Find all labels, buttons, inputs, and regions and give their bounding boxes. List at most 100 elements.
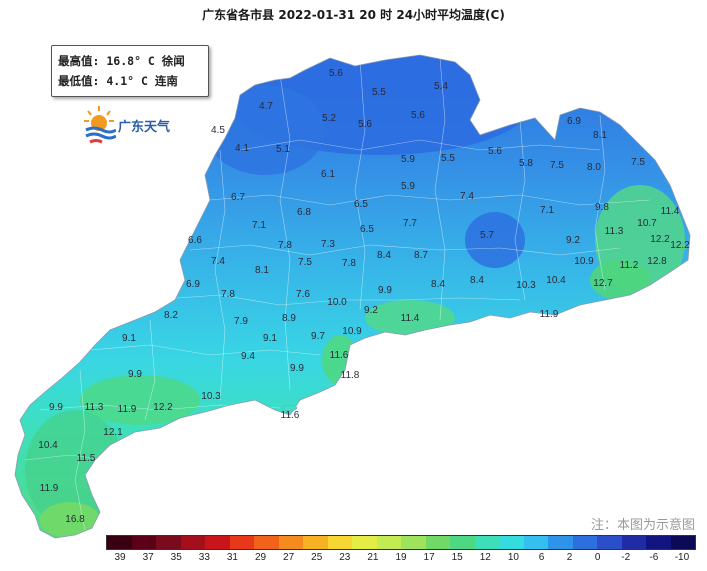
legend-swatch [474, 536, 499, 549]
legend-ticks: 39 37 35 33 31 29 27 25 23 21 19 17 15 12 10 6 2 0 -2 -6 -10 [106, 550, 696, 564]
legend-tick-label: 15 [451, 552, 463, 563]
legend-swatch [278, 536, 303, 549]
station-temperature-label: 9.9 [49, 402, 63, 413]
min-place: 连南 [154, 74, 178, 88]
legend-tick-label: 10 [507, 552, 519, 563]
station-temperature-label: 9.8 [595, 202, 609, 213]
station-temperature-label: 10.0 [327, 297, 347, 308]
legend-swatch [376, 536, 401, 549]
station-temperature-label: 10.4 [546, 275, 566, 286]
extremes-box: 最高值: 16.8° C 徐闻 最低值: 4.1° C 连南 [51, 45, 209, 97]
station-temperature-label: 5.6 [411, 110, 425, 121]
station-temperature-label: 7.5 [631, 157, 645, 168]
station-temperature-label: 11.6 [330, 350, 349, 361]
island-shape [676, 243, 688, 251]
station-temperature-label: 8.1 [255, 265, 269, 276]
station-temperature-label: 11.6 [281, 410, 300, 421]
legend-swatch [205, 536, 230, 549]
legend-swatch [450, 536, 475, 549]
legend-swatch [156, 536, 181, 549]
sun-wave-icon [84, 106, 117, 144]
legend-tick-label: 29 [254, 552, 267, 563]
station-temperature-label: 7.4 [211, 256, 225, 267]
station-temperature-label: 11.9 [540, 309, 559, 320]
station-temperature-label: 6.8 [297, 207, 311, 218]
station-temperature-label: 9.2 [364, 305, 378, 316]
station-temperature-label: 8.4 [431, 279, 445, 290]
station-temperature-label: 12.7 [593, 278, 613, 289]
legend-tick-label: 17 [423, 552, 435, 563]
legend-tick-label: 0 [594, 552, 601, 563]
station-temperature-label: 5.9 [401, 154, 415, 165]
station-temperature-label: 10.9 [574, 256, 594, 267]
legend-swatch [425, 536, 450, 549]
legend-tick-label: 12 [479, 552, 491, 563]
legend-tick-label: 2 [566, 552, 573, 563]
station-temperature-label: 5.7 [480, 230, 494, 241]
station-temperature-label: 5.6 [358, 119, 372, 130]
station-temperature-label: 11.8 [341, 370, 360, 381]
map-title: 广东省各市县 2022-01-31 20 时 24小时平均温度(C) [202, 8, 505, 22]
station-temperature-label: 10.4 [38, 440, 58, 451]
island-shape [282, 404, 298, 412]
legend-swatch [254, 536, 279, 549]
station-temperature-label: 10.3 [516, 280, 536, 291]
legend-swatch [303, 536, 328, 549]
station-temperature-label: 7.3 [321, 239, 335, 250]
legend-swatch [180, 536, 205, 549]
station-temperature-label: 7.9 [234, 316, 248, 327]
station-temperature-label: 8.2 [164, 310, 178, 321]
legend-tick-label: 23 [339, 552, 351, 563]
station-temperature-label: 12.8 [647, 256, 667, 267]
station-temperature-label: 6.5 [360, 224, 374, 235]
station-temperature-label: 5.1 [276, 144, 290, 155]
station-temperature-label: 5.5 [441, 153, 455, 164]
guangdong-weather-logo: 广东天气 [82, 104, 192, 148]
station-temperature-label: 6.5 [354, 199, 368, 210]
province-outline [14, 54, 691, 539]
station-temperature-label: 6.7 [231, 192, 245, 203]
legend-swatch [670, 536, 695, 549]
station-temperature-label: 5.5 [372, 87, 386, 98]
station-temperature-label: 12.2 [650, 234, 670, 245]
station-temperature-label: 10.3 [201, 391, 221, 402]
legend-tick-label: 35 [170, 552, 182, 563]
logo-text: 广东天气 [118, 120, 171, 135]
legend-tick-label: 19 [395, 552, 407, 563]
legend-swatch [572, 536, 597, 549]
station-temperature-label: 5.9 [401, 181, 415, 192]
station-temperature-label: 9.4 [241, 351, 255, 362]
station-temperature-label: 6.9 [186, 279, 200, 290]
station-temperature-label: 11.2 [620, 260, 639, 271]
station-temperature-label: 9.1 [122, 333, 136, 344]
station-temperature-label: 4.5 [211, 125, 225, 136]
station-temperature-label: 16.8 [65, 514, 85, 525]
station-temperature-label: 7.5 [550, 160, 564, 171]
station-temperature-label: 12.2 [670, 240, 690, 251]
station-temperature-label: 9.9 [290, 363, 304, 374]
color-legend: 39 37 35 33 31 29 27 25 23 21 19 17 15 12 10 6 2 0 -2 -6 -10 [106, 535, 696, 564]
station-temperature-label: 5.8 [519, 158, 533, 169]
station-temperature-label: 8.9 [282, 313, 296, 324]
station-temperature-label: 5.6 [488, 146, 502, 157]
station-temperature-label: 11.3 [85, 402, 104, 413]
station-temperature-label: 8.4 [470, 275, 484, 286]
legend-swatch [401, 536, 426, 549]
legend-swatch [499, 536, 524, 549]
legend-swatch [352, 536, 377, 549]
station-temperature-label: 12.2 [153, 402, 173, 413]
legend-tick-label: 21 [367, 552, 379, 563]
schematic-note: 注：本图为示意图 [590, 518, 695, 533]
station-temperature-label: 7.5 [298, 257, 312, 268]
station-temperature-label: 7.1 [252, 220, 266, 231]
station-temperature-label: 8.0 [587, 162, 601, 173]
station-temperature-label: 5.6 [329, 68, 343, 79]
legend-color-bar [106, 535, 696, 550]
legend-tick-label: 25 [311, 552, 323, 563]
station-temperature-label: 11.9 [40, 483, 59, 494]
legend-tick-label: 33 [198, 552, 210, 563]
legend-tick-label: 37 [142, 552, 154, 563]
legend-tick-label: -10 [674, 552, 690, 563]
station-temperature-label: 7.1 [540, 205, 554, 216]
station-temperature-label: 7.8 [342, 258, 356, 269]
